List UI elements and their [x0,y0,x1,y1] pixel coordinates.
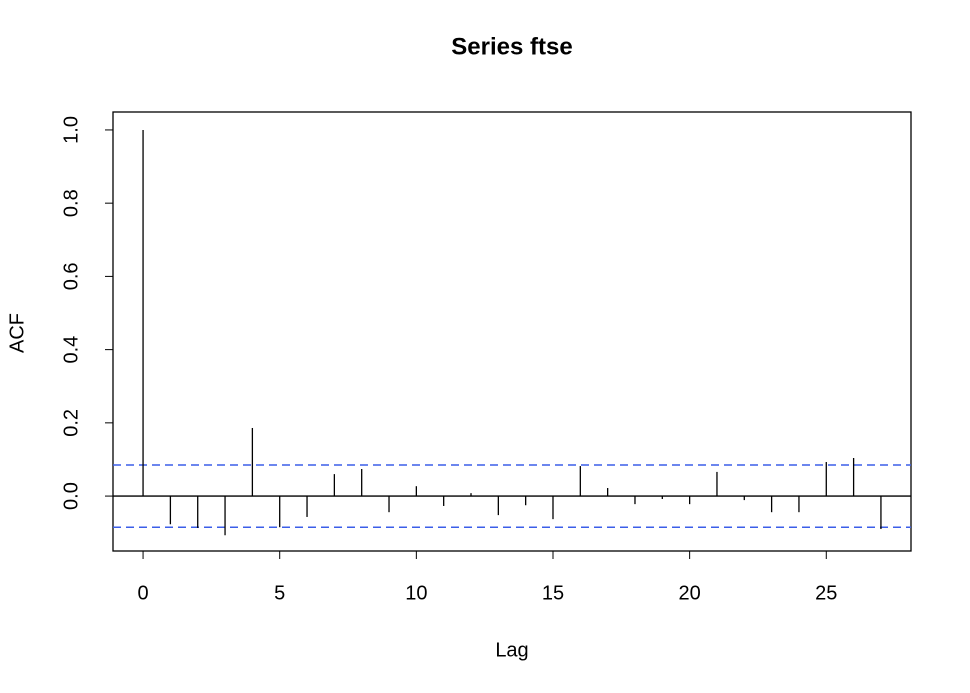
plot-frame [112,111,912,552]
y-tick-label: 0.8 [60,189,82,217]
y-axis-label: ACF [6,313,28,353]
x-tick-label: 0 [137,582,148,604]
x-tick-label: 10 [405,582,427,604]
x-tick-label: 15 [542,582,564,604]
x-axis-label: Lag [495,639,528,661]
x-tick-label: 5 [274,582,285,604]
y-tick-label: 0.4 [60,336,82,364]
chart-title: Series ftse [451,33,572,60]
y-tick-label: 0.2 [60,409,82,437]
x-tick-label: 25 [815,582,837,604]
y-tick-label: 0.6 [60,262,82,290]
y-tick-label: 1.0 [60,116,82,144]
x-tick-label: 20 [679,582,701,604]
y-tick-label: 0.0 [60,482,82,510]
